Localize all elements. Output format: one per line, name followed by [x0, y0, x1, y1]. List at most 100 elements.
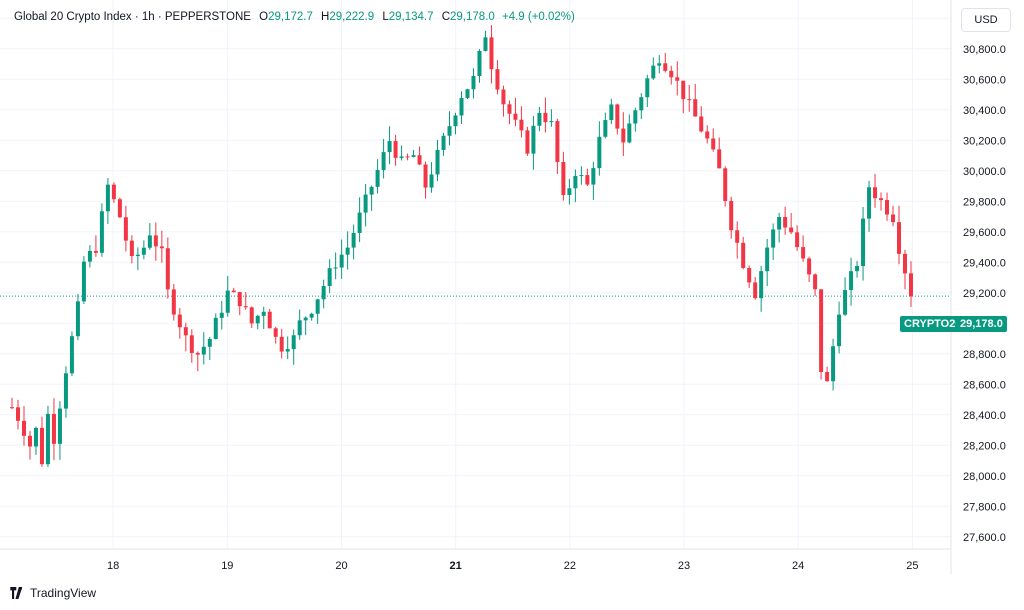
candle-body	[501, 89, 506, 105]
y-tick-label: 28,800.0	[963, 349, 1006, 361]
last-price-symbol-tag: CRYPTO20	[900, 316, 966, 332]
candle-body	[303, 317, 308, 321]
candle-body	[93, 250, 98, 253]
candle-body	[519, 119, 524, 131]
candle-body	[51, 413, 56, 444]
low-value: 29,134.7	[388, 11, 434, 23]
candle-body	[615, 104, 620, 129]
high-value: 29,222.9	[329, 11, 375, 23]
candle-body	[855, 266, 860, 272]
candle-body	[267, 311, 272, 329]
candle-body	[423, 164, 428, 188]
candle-body	[99, 211, 104, 253]
candle-body	[75, 301, 80, 337]
y-tick-label: 28,600.0	[963, 379, 1006, 391]
candle-body	[495, 69, 500, 90]
candle-body	[447, 126, 452, 136]
candle-body	[621, 128, 626, 143]
candle-body	[183, 327, 188, 336]
y-tick-label: 30,600.0	[963, 74, 1006, 86]
candle-body	[819, 289, 824, 373]
candle-body	[387, 141, 392, 153]
candle-body	[663, 63, 668, 71]
y-tick-label: 28,200.0	[963, 440, 1006, 452]
candle-body	[135, 254, 140, 257]
candle-body	[465, 89, 470, 98]
candle-body	[795, 232, 800, 248]
brand-label: TradingView	[30, 586, 97, 600]
tradingview-logo-icon	[10, 587, 23, 599]
currency-button[interactable]: USD	[961, 8, 1011, 32]
candle-body	[555, 121, 560, 163]
candle-body	[129, 240, 134, 257]
candle-body	[417, 155, 422, 165]
tradingview-logo[interactable]: TradingView	[10, 586, 96, 600]
price-axis[interactable]: 27,600.0 27,800.0 28,000.0 28,200.0 28,400.0…	[963, 13, 1006, 544]
candle-body	[897, 222, 902, 254]
candle-body	[651, 65, 656, 79]
candle-body	[783, 217, 788, 228]
candle-body	[357, 212, 362, 233]
candle-body	[843, 290, 848, 315]
change-value: +4.9 (+0.02%)	[501, 11, 575, 23]
candle-body	[609, 104, 614, 121]
last-price-tag: 29,178.0	[956, 316, 1007, 332]
candle-body	[33, 427, 38, 447]
close-label: C	[441, 11, 451, 23]
candle-body	[675, 77, 680, 81]
candle-body	[393, 141, 398, 158]
candle-body	[909, 273, 913, 297]
candle-body	[165, 248, 170, 290]
candle-body	[39, 427, 44, 465]
candle-body	[771, 229, 776, 248]
y-tick-label: 30,200.0	[963, 135, 1006, 147]
candle-body	[753, 282, 758, 299]
low-label: L	[382, 11, 389, 23]
candle-body	[27, 435, 32, 447]
x-tick-label: 25	[906, 560, 918, 572]
candle-body	[117, 199, 122, 218]
candle-body	[291, 335, 296, 350]
candle-body	[633, 110, 638, 124]
candle-body	[57, 408, 62, 444]
candle-body	[669, 70, 674, 78]
candle-body	[189, 335, 194, 353]
candle-body	[381, 152, 386, 171]
candle-body	[813, 274, 818, 290]
candle-body	[105, 184, 110, 212]
candle-body	[717, 149, 722, 169]
candle-body	[405, 156, 410, 158]
candle-body	[177, 314, 182, 328]
candle-body	[171, 289, 176, 315]
candle-body	[297, 320, 302, 336]
y-tick-label: 29,400.0	[963, 257, 1006, 269]
candle-body	[69, 336, 74, 374]
candle-body	[45, 413, 50, 465]
candle-body	[885, 200, 890, 215]
candle-body	[879, 198, 884, 201]
x-tick-label: 20	[335, 560, 347, 572]
candle-body	[219, 312, 224, 318]
candle-body	[309, 313, 314, 318]
candle-body	[363, 194, 368, 213]
close-value: 29,178.0	[450, 11, 495, 23]
candle-body	[237, 292, 242, 307]
ohlc-legend: Global 20 Crypto Index · 1h · PEPPERSTON…	[14, 11, 575, 23]
candle-body	[693, 99, 698, 117]
candle-body	[147, 235, 152, 248]
candle-body	[603, 120, 608, 137]
y-tick-label: 29,200.0	[963, 288, 1006, 300]
high-label: H	[321, 11, 330, 23]
candle-body	[63, 373, 68, 409]
candle-body	[825, 372, 830, 382]
symbol-title[interactable]: Global 20 Crypto Index · 1h · PEPPERSTON…	[14, 11, 251, 23]
candle-body	[261, 311, 266, 316]
candle-body	[411, 155, 416, 157]
grid-lines	[0, 0, 951, 549]
candle-body	[513, 113, 518, 120]
x-tick-label: 19	[221, 560, 233, 572]
candle-body	[477, 50, 482, 76]
time-axis[interactable]: 18 19 20 21 22 23 24 25	[107, 560, 918, 572]
candle-body	[777, 217, 782, 230]
